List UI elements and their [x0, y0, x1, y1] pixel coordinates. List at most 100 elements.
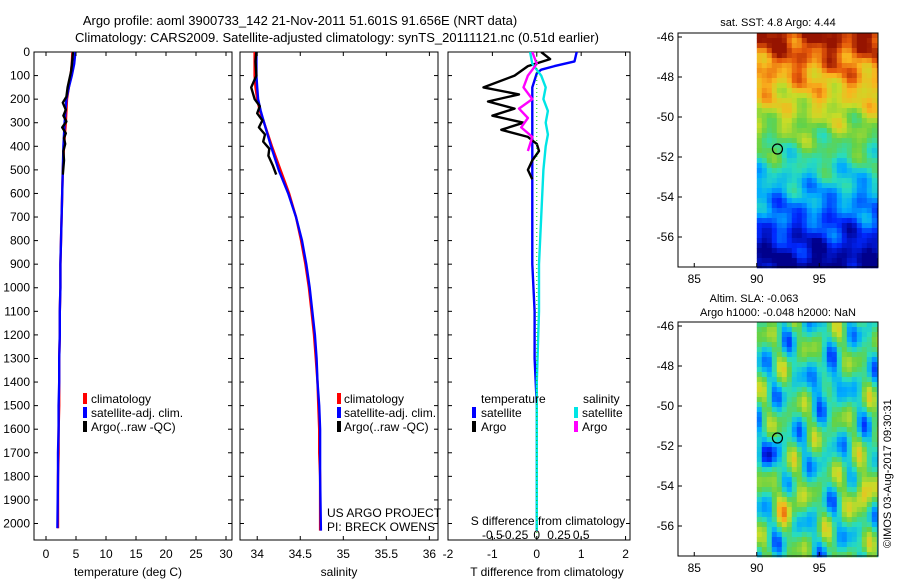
heatmap-cell	[766, 88, 773, 94]
heatmap-cell	[851, 198, 858, 204]
heatmap-cell	[811, 357, 818, 363]
heatmap-cell	[856, 482, 863, 488]
heatmap-cell	[816, 347, 823, 353]
heatmap-cell	[866, 153, 873, 159]
heatmap-cell	[756, 98, 763, 104]
heatmap-cell	[816, 477, 823, 483]
heatmap-cell	[791, 507, 798, 513]
heatmap-cell	[846, 58, 853, 64]
heatmap-cell	[791, 233, 798, 239]
heatmap-cell	[841, 133, 848, 139]
heatmap-cell	[861, 38, 868, 44]
heatmap-cell	[811, 148, 818, 154]
heatmap-cell	[791, 183, 798, 189]
heatmap-cell	[796, 407, 803, 413]
lat-tick-label: -46	[657, 30, 675, 44]
heatmap-cell	[846, 188, 853, 194]
heatmap-cell	[821, 452, 828, 458]
heatmap-cell	[851, 103, 858, 109]
heatmap-cell	[831, 68, 838, 74]
heatmap-cell	[821, 68, 828, 74]
heatmap-cell	[846, 143, 853, 149]
heatmap-cell	[781, 447, 788, 453]
heatmap-cell	[756, 208, 763, 214]
heatmap-cell	[761, 33, 768, 39]
heatmap-cell	[861, 442, 868, 448]
heatmap-cell	[761, 512, 768, 518]
heatmap-cell	[856, 63, 863, 69]
heatmap-cell	[776, 223, 783, 229]
heatmap-cell	[756, 228, 763, 234]
heatmap-cell	[871, 342, 878, 348]
heatmap-cell	[806, 38, 813, 44]
heatmap-cell	[811, 88, 818, 94]
heatmap-cell	[861, 507, 868, 513]
heatmap-cell	[836, 213, 843, 219]
heatmap-cell	[836, 362, 843, 368]
heatmap-cell	[811, 143, 818, 149]
heatmap-cell	[766, 522, 773, 528]
heatmap-cell	[776, 178, 783, 184]
heatmap-cell	[841, 412, 848, 418]
heatmap-cell	[786, 462, 793, 468]
heatmap-cell	[846, 497, 853, 503]
heatmap-cell	[781, 357, 788, 363]
heatmap-cell	[836, 452, 843, 458]
heatmap-cell	[856, 68, 863, 74]
heatmap-cell	[796, 412, 803, 418]
heatmap-cell	[821, 467, 828, 473]
heatmap-cell	[856, 357, 863, 363]
heatmap-cell	[836, 457, 843, 463]
heatmap-cell	[851, 357, 858, 363]
heatmap-cell	[771, 133, 778, 139]
heatmap-cell	[791, 492, 798, 498]
heatmap-cell	[826, 63, 833, 69]
heatmap-cell	[861, 193, 868, 199]
heatmap-cell	[841, 83, 848, 89]
heatmap-cell	[841, 452, 848, 458]
heatmap-cell	[791, 427, 798, 433]
heatmap-cell	[806, 223, 813, 229]
heatmap-cell	[846, 332, 853, 338]
heatmap-cell	[816, 432, 823, 438]
heatmap-cell	[806, 193, 813, 199]
heatmap-cell	[816, 377, 823, 383]
heatmap-cell	[771, 357, 778, 363]
heatmap-cell	[866, 507, 873, 513]
heatmap-cell	[796, 532, 803, 538]
heatmap-cell	[791, 223, 798, 229]
heatmap-cell	[781, 43, 788, 49]
heatmap-cell	[786, 258, 793, 264]
heatmap-cell	[866, 552, 873, 558]
heatmap-cell	[871, 467, 878, 473]
heatmap-cell	[796, 507, 803, 513]
heatmap-cell	[776, 118, 783, 124]
heatmap-cell	[756, 238, 763, 244]
heatmap-cell	[766, 78, 773, 84]
heatmap-cell	[866, 522, 873, 528]
heatmap-cell	[856, 118, 863, 124]
heatmap-cell	[831, 258, 838, 264]
heatmap-cell	[826, 58, 833, 64]
heatmap-cell	[766, 243, 773, 249]
heatmap-cell	[861, 113, 868, 119]
heatmap-cell	[866, 253, 873, 259]
heatmap-cell	[821, 98, 828, 104]
heatmap-cell	[791, 158, 798, 164]
heatmap-cell	[841, 457, 848, 463]
heatmap-cell	[791, 432, 798, 438]
heatmap-cell	[856, 253, 863, 259]
heatmap-cell	[871, 432, 878, 438]
heatmap-cell	[861, 462, 868, 468]
heatmap-cell	[826, 218, 833, 224]
heatmap-cell	[821, 48, 828, 54]
heatmap-cell	[846, 158, 853, 164]
heatmap-cell	[861, 512, 868, 518]
x-tick-label: 35	[337, 547, 351, 561]
heatmap-cell	[851, 442, 858, 448]
heatmap-cell	[761, 462, 768, 468]
heatmap-cell	[826, 327, 833, 333]
heatmap-cell	[831, 537, 838, 543]
heatmap-cell	[851, 387, 858, 393]
heatmap-cell	[826, 532, 833, 538]
